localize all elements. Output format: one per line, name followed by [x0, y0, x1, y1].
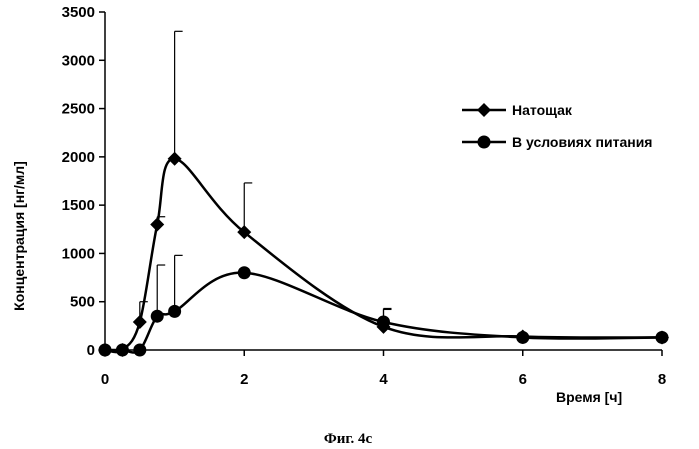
x-tick-label: 6 — [519, 371, 527, 388]
figure-caption: Фиг. 4c — [324, 431, 373, 447]
legend-label-0: Натощак — [512, 102, 573, 118]
diamond-marker — [133, 315, 147, 329]
legend: Натощак В условиях питания — [462, 102, 652, 150]
circle-marker — [133, 344, 146, 357]
legend-circle-marker — [478, 136, 491, 149]
circle-marker — [238, 266, 251, 279]
y-tick-label: 500 — [70, 294, 95, 311]
y-tick-label: 3500 — [62, 4, 95, 21]
x-tick-label: 4 — [379, 371, 388, 388]
y-axis-title: Концентрация [нг/мл] — [11, 161, 27, 311]
circle-marker — [116, 344, 129, 357]
diamond-marker — [168, 152, 182, 166]
circle-marker — [99, 344, 112, 357]
legend-diamond-marker — [477, 103, 491, 117]
y-tick-label: 0 — [87, 342, 95, 359]
series-markers — [98, 152, 669, 357]
circle-marker — [377, 315, 390, 328]
legend-label-1: В условиях питания — [512, 134, 652, 150]
circle-marker — [151, 310, 164, 323]
x-axis-ticks: 0 2 4 6 8 — [101, 350, 666, 388]
circle-marker — [516, 331, 529, 344]
x-axis-title: Время [ч] — [556, 389, 622, 405]
error-bars — [140, 31, 392, 327]
y-tick-label: 1500 — [62, 197, 95, 214]
circle-marker — [168, 305, 181, 318]
y-tick-label: 2000 — [62, 149, 95, 166]
y-tick-label: 1000 — [62, 245, 95, 262]
circle-marker — [656, 331, 669, 344]
y-axis-ticks: 0 500 1000 1500 2000 2500 3000 3500 — [62, 4, 105, 359]
diamond-marker — [150, 217, 164, 231]
x-tick-label: 8 — [658, 371, 666, 388]
x-tick-label: 2 — [240, 371, 248, 388]
y-tick-label: 2500 — [62, 101, 95, 118]
x-tick-label: 0 — [101, 371, 109, 388]
y-tick-label: 3000 — [62, 52, 95, 69]
